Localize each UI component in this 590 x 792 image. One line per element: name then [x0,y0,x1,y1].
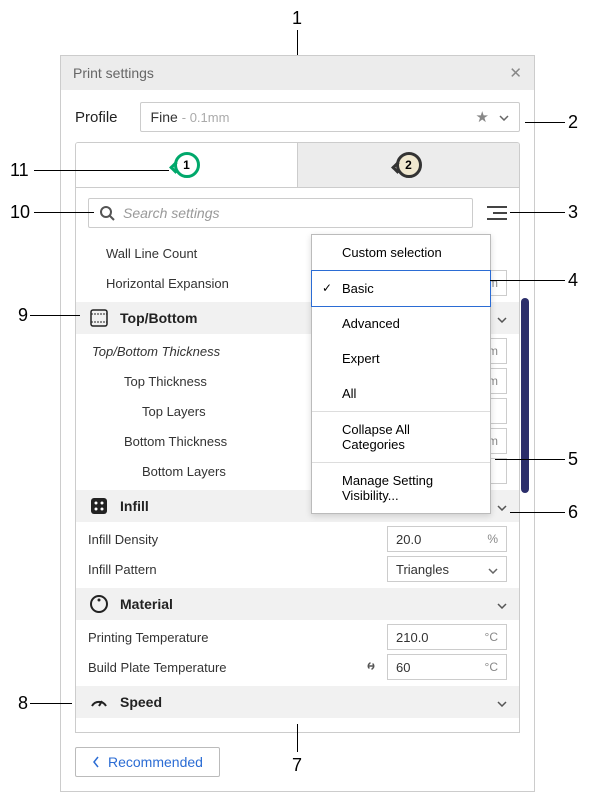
profile-label: Profile [75,109,118,126]
extruder-tabs: 1 2 [75,142,520,187]
dropdown-custom[interactable]: Custom selection [312,235,490,270]
extruder-1-icon: 1 [174,152,200,178]
dropdown-basic[interactable]: Basic [311,270,491,307]
infill-density-input[interactable]: 20.0% [387,526,507,552]
annotation-3: 3 [568,202,578,223]
settings-content: Search settings Wall Line Count Horizont… [75,187,520,733]
infill-icon [88,495,110,517]
category-infill-label: Infill [120,498,149,514]
recommended-label: Recommended [108,754,203,770]
annotation-2: 2 [568,112,578,133]
scrollbar[interactable] [521,298,529,493]
annotation-11: 11 [10,160,29,181]
printing-temp-label: Printing Temperature [88,630,387,645]
profile-name: Fine [151,109,178,125]
search-placeholder: Search settings [123,205,220,221]
search-icon [99,205,115,221]
infill-density-label: Infill Density [88,532,387,547]
infill-pattern-label: Infill Pattern [88,562,387,577]
profile-select[interactable]: Fine - 0.1mm ★ [140,102,520,132]
visibility-menu-button[interactable] [483,201,507,225]
annotation-9: 9 [18,305,28,326]
chevron-down-icon [497,498,507,514]
category-material[interactable]: Material [76,588,519,620]
dropdown-all[interactable]: All [312,376,490,411]
chevron-down-icon [497,596,507,612]
settings-list: Wall Line Count Horizontal Expansion mm … [76,238,519,732]
link-icon[interactable] [363,658,379,677]
window-title: Print settings [73,65,154,81]
category-speed-label: Speed [120,694,162,710]
dropdown-collapse[interactable]: Collapse All Categories [312,412,490,462]
category-speed[interactable]: Speed [76,686,519,718]
build-plate-temp-input[interactable]: 60°C [387,654,507,680]
dropdown-manage[interactable]: Manage Setting Visibility... [312,463,490,513]
chevron-down-icon [497,694,507,710]
recommended-button[interactable]: Recommended [75,747,220,777]
print-settings-panel: Print settings ✕ Profile Fine - 0.1mm ★ … [60,55,535,792]
annotation-8: 8 [18,693,28,714]
close-icon[interactable]: ✕ [509,64,522,82]
profile-row: Profile Fine - 0.1mm ★ [61,90,534,142]
star-icon[interactable]: ★ [476,108,489,126]
annotation-10: 10 [10,202,30,223]
annotation-5: 5 [568,449,578,470]
titlebar: Print settings ✕ [61,56,534,90]
annotation-4: 4 [568,270,578,291]
printing-temp-input[interactable]: 210.0°C [387,624,507,650]
dropdown-expert[interactable]: Expert [312,341,490,376]
tab-extruder-1[interactable]: 1 [76,143,297,187]
tab-extruder-2[interactable]: 2 [297,143,519,187]
profile-detail: - 0.1mm [182,110,230,125]
material-icon [88,593,110,615]
chevron-down-icon [497,310,507,326]
search-input[interactable]: Search settings [88,198,473,228]
build-plate-temp-label: Build Plate Temperature [88,660,363,675]
extruder-2-icon: 2 [396,152,422,178]
chevron-down-icon [499,108,509,126]
annotation-6: 6 [568,502,578,523]
dropdown-advanced[interactable]: Advanced [312,306,490,341]
annotation-1: 1 [292,8,302,29]
chevron-left-icon [92,756,100,768]
top-bottom-icon [88,307,110,329]
infill-pattern-select[interactable]: Triangles [387,556,507,582]
category-material-label: Material [120,596,173,612]
category-top-bottom-label: Top/Bottom [120,310,198,326]
visibility-dropdown: Custom selection Basic Advanced Expert A… [311,234,491,514]
speed-icon [88,691,110,713]
